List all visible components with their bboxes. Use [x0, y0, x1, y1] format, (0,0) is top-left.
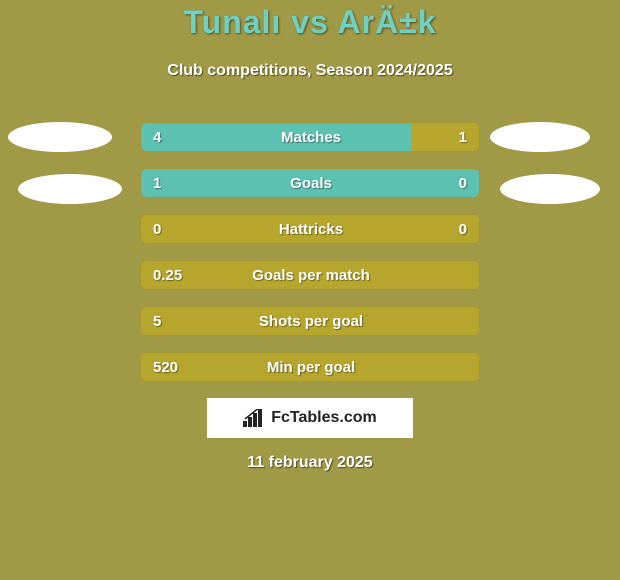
footer-date: 11 february 2025	[0, 454, 620, 472]
stat-row: 41Matches	[140, 122, 480, 152]
branding-text: FcTables.com	[271, 409, 377, 427]
stat-label: Min per goal	[141, 353, 480, 382]
comparison-bars: 41Matches 10Goals 00Hattricks 0.25Goals per…	[140, 122, 480, 398]
player-avatar-placeholder	[8, 122, 112, 152]
stat-row: 10Goals	[140, 168, 480, 198]
stat-label: Goals per match	[141, 261, 480, 290]
stat-row: 520Min per goal	[140, 352, 480, 382]
page-subtitle: Club competitions, Season 2024/2025	[0, 62, 620, 80]
stat-label: Shots per goal	[141, 307, 480, 336]
stat-label: Hattricks	[141, 215, 480, 244]
stat-row: 0.25Goals per match	[140, 260, 480, 290]
branding-badge[interactable]: FcTables.com	[207, 398, 413, 438]
stat-label: Matches	[141, 123, 480, 152]
comparison-infographic: Tunalı vs ArÄ±k Club competitions, Seaso…	[0, 0, 620, 580]
fctables-logo-icon	[243, 409, 265, 427]
stat-label: Goals	[141, 169, 480, 198]
page-title: Tunalı vs ArÄ±k	[0, 4, 620, 41]
stat-row: 5Shots per goal	[140, 306, 480, 336]
player-avatar-placeholder	[18, 174, 122, 204]
player-avatar-placeholder	[500, 174, 600, 204]
player-avatar-placeholder	[490, 122, 590, 152]
stat-row: 00Hattricks	[140, 214, 480, 244]
